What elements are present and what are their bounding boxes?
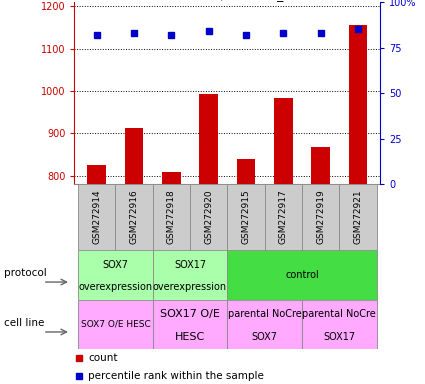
Bar (153, 250, 227, 300)
Bar (312, 147, 330, 384)
Text: parental NoCre: parental NoCre (228, 310, 302, 319)
Bar (153, 184, 190, 250)
Bar (302, 300, 377, 349)
Text: overexpression: overexpression (78, 282, 153, 292)
Bar (265, 184, 302, 250)
Bar (227, 250, 377, 300)
Text: SOX7: SOX7 (252, 332, 278, 342)
Bar (227, 184, 265, 250)
Text: protocol: protocol (4, 268, 47, 278)
Text: GSM272919: GSM272919 (316, 190, 325, 244)
Text: SOX17 O/E: SOX17 O/E (160, 310, 220, 319)
Text: HESC: HESC (175, 332, 205, 342)
Bar (88, 165, 106, 384)
Bar (190, 184, 227, 250)
Text: GSM272915: GSM272915 (241, 190, 250, 244)
Text: cell line: cell line (4, 318, 45, 328)
Text: SOX7 O/E HESC: SOX7 O/E HESC (81, 320, 150, 329)
Text: SOX17: SOX17 (174, 260, 206, 270)
Text: SOX17: SOX17 (323, 332, 355, 342)
Text: percentile rank within the sample: percentile rank within the sample (88, 371, 264, 381)
Bar (153, 300, 227, 349)
Bar (339, 184, 377, 250)
Bar (237, 159, 255, 384)
Text: GSM272918: GSM272918 (167, 190, 176, 244)
Text: GSM272917: GSM272917 (279, 190, 288, 244)
Bar (116, 184, 153, 250)
Bar (227, 300, 302, 349)
Bar (125, 128, 143, 384)
Text: overexpression: overexpression (153, 282, 227, 292)
Bar (78, 184, 116, 250)
Text: GSM272914: GSM272914 (92, 190, 101, 244)
Bar (162, 172, 181, 384)
Text: parental NoCre: parental NoCre (303, 310, 376, 319)
Bar (199, 94, 218, 384)
Text: count: count (88, 353, 118, 363)
Bar (302, 184, 339, 250)
Text: GSM272921: GSM272921 (354, 190, 363, 244)
Text: GSM272916: GSM272916 (130, 190, 139, 244)
Title: GDS3300 / 228578_at: GDS3300 / 228578_at (159, 0, 296, 1)
Bar (78, 300, 153, 349)
Text: SOX7: SOX7 (102, 260, 128, 270)
Bar (348, 25, 367, 384)
Bar (274, 98, 293, 384)
Bar (78, 250, 153, 300)
Text: control: control (285, 270, 319, 280)
Text: GSM272920: GSM272920 (204, 190, 213, 244)
